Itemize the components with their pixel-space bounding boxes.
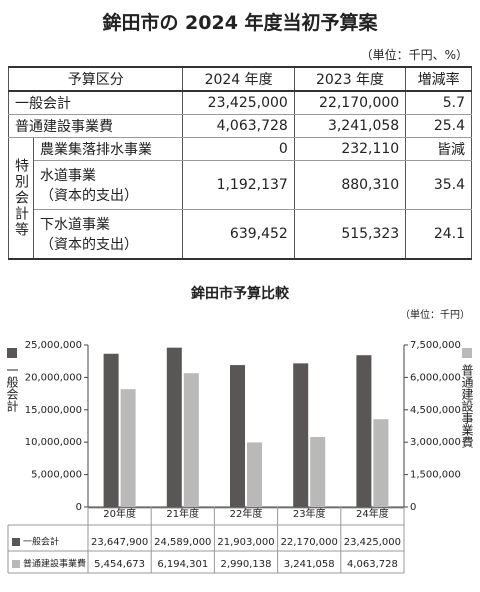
bar <box>310 436 326 507</box>
y-tick-label: 5,000,000 <box>31 470 82 481</box>
cell: 下水道事業 （資本的支出） <box>32 209 184 259</box>
data-label: 21,903,000 <box>217 537 274 548</box>
legend-label: 一般会計 <box>23 536 59 548</box>
cell: 農業集落排水事業 <box>32 137 184 161</box>
x-tick-label: 21年度 <box>166 507 199 520</box>
x-tick-label: 24年度 <box>356 507 389 520</box>
data-label: 5,454,673 <box>94 559 145 570</box>
cell: 24.1 <box>405 209 472 259</box>
legend-swatch <box>462 348 472 358</box>
bar <box>103 353 119 507</box>
bar <box>120 389 136 507</box>
col-header: 2024 年度 <box>182 67 295 92</box>
cell: 3,241,058 <box>293 114 407 138</box>
bar <box>183 373 199 507</box>
data-label: 3,241,058 <box>284 559 335 570</box>
axis-label: 一般会計 <box>5 364 19 412</box>
x-tick-label: 22年度 <box>230 507 263 520</box>
cell: 皆減 <box>405 137 472 161</box>
cell: 22,170,000 <box>293 91 407 115</box>
cell: 639,452 <box>182 209 295 259</box>
legend-swatch <box>7 348 17 358</box>
cell: 4,063,728 <box>182 114 295 138</box>
data-label: 24,589,000 <box>154 537 211 548</box>
bar <box>166 347 182 507</box>
data-label: 23,425,000 <box>344 537 401 548</box>
legend-swatch <box>12 538 20 546</box>
data-label: 2,990,138 <box>221 559 272 570</box>
cell: 5.7 <box>405 91 472 115</box>
cell: 25.4 <box>405 114 472 138</box>
chart-title: 鉾田市予算比較 <box>191 285 290 302</box>
col-header: 増減率 <box>405 67 472 92</box>
cell: 1,192,137 <box>182 160 295 210</box>
unit: （単位：千円、%） <box>360 48 468 62</box>
data-label: 6,194,301 <box>157 559 208 570</box>
y-tick-label: 15,000,000 <box>25 405 82 416</box>
y-tick-label: 0 <box>76 502 82 513</box>
y2-tick-label: 1,500,000 <box>410 470 461 481</box>
y-tick-label: 25,000,000 <box>25 340 82 351</box>
y2-tick-label: 4,500,000 <box>410 405 461 416</box>
chart-unit: （単位：千円） <box>400 308 470 321</box>
bar <box>247 442 262 507</box>
axis-label: 普通建設事業費 <box>460 364 474 448</box>
col-header: 2023 年度 <box>293 67 407 92</box>
cell: 35.4 <box>405 160 472 210</box>
col-header: 予算区分 <box>7 67 184 92</box>
data-label: 22,170,000 <box>281 537 338 548</box>
y2-tick-label: 0 <box>410 502 416 513</box>
cell: 23,425,000 <box>182 91 295 115</box>
data-label: 23,647,900 <box>91 537 148 548</box>
cell: 880,310 <box>293 160 407 210</box>
y2-tick-label: 6,000,000 <box>410 372 461 383</box>
title: 鉾田市の 2024 年度当初予算案 <box>102 12 378 34</box>
x-tick-label: 20年度 <box>103 507 136 520</box>
legend-label: 普通建設事業費 <box>23 558 86 570</box>
y-tick-label: 20,000,000 <box>25 372 82 383</box>
bar <box>373 419 389 507</box>
y-tick-label: 10,000,000 <box>25 437 82 448</box>
x-tick-label: 23年度 <box>293 507 326 520</box>
cell: 普通建設事業費 <box>7 114 184 138</box>
bar <box>293 363 309 507</box>
y2-tick-label: 3,000,000 <box>410 437 461 448</box>
cell: 水道事業 （資本的支出） <box>32 160 184 210</box>
legend-swatch <box>12 560 20 568</box>
data-label: 4,063,728 <box>347 559 398 570</box>
y2-tick-label: 7,500,000 <box>410 340 461 351</box>
cell: 232,110 <box>293 137 407 161</box>
budget-table: 予算区分 2024 年度 2023 年度 増減率 一般会計 23,425,000 22,1… <box>7 66 472 260</box>
bar <box>356 355 372 507</box>
bar <box>230 365 245 507</box>
cell: 515,323 <box>293 209 407 259</box>
